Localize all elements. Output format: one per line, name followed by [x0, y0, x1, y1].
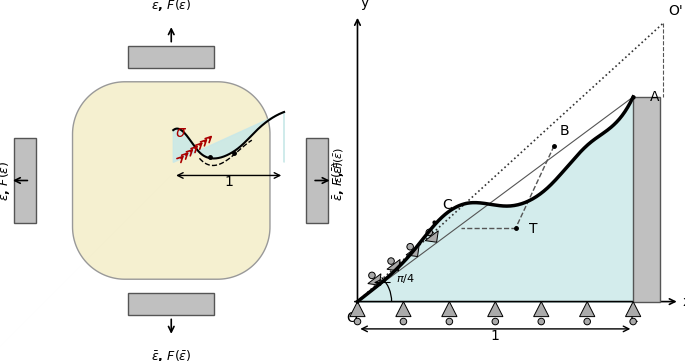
Text: $\bar{\varepsilon}$, $F(\bar{\varepsilon})$: $\bar{\varepsilon}$, $F(\bar{\varepsilon…: [333, 147, 347, 183]
Text: $\bar{\varepsilon}$, $F(\bar{\varepsilon})$: $\bar{\varepsilon}$, $F(\bar{\varepsilon…: [0, 160, 12, 201]
Text: O': O': [669, 4, 684, 18]
FancyBboxPatch shape: [129, 45, 214, 68]
Polygon shape: [350, 301, 365, 317]
Circle shape: [584, 318, 590, 325]
Text: L: L: [630, 311, 637, 325]
Text: $\bar{\varepsilon}$, $F(\bar{\varepsilon})$: $\bar{\varepsilon}$, $F(\bar{\varepsilon…: [151, 0, 192, 13]
Text: 1: 1: [491, 329, 500, 343]
Text: $\pi/4$: $\pi/4$: [396, 272, 414, 285]
Text: T: T: [530, 222, 538, 236]
Text: A: A: [649, 90, 659, 104]
Text: B: B: [560, 124, 569, 138]
FancyBboxPatch shape: [306, 138, 328, 223]
Circle shape: [426, 229, 432, 236]
Text: y: y: [360, 0, 369, 9]
Polygon shape: [625, 301, 640, 317]
Polygon shape: [488, 301, 503, 317]
Polygon shape: [368, 274, 381, 285]
Circle shape: [630, 318, 636, 325]
Text: $\bar{\varepsilon}$, $F(\bar{\varepsilon})$: $\bar{\varepsilon}$, $F(\bar{\varepsilon…: [151, 348, 192, 361]
Polygon shape: [534, 301, 549, 317]
Text: x: x: [682, 295, 685, 309]
Text: O: O: [347, 311, 358, 325]
Text: $\sigma$: $\sigma$: [175, 125, 187, 140]
Circle shape: [492, 318, 499, 325]
Polygon shape: [406, 245, 419, 257]
FancyBboxPatch shape: [129, 293, 214, 316]
Polygon shape: [580, 301, 595, 317]
Circle shape: [400, 318, 407, 325]
Polygon shape: [425, 231, 438, 242]
Polygon shape: [442, 301, 457, 317]
Polygon shape: [387, 260, 400, 271]
Text: C: C: [442, 198, 452, 212]
Circle shape: [369, 272, 375, 279]
FancyBboxPatch shape: [633, 97, 660, 301]
Polygon shape: [396, 301, 411, 317]
Circle shape: [354, 318, 361, 325]
Circle shape: [407, 243, 414, 250]
Circle shape: [538, 318, 545, 325]
FancyBboxPatch shape: [14, 138, 36, 223]
Circle shape: [388, 258, 395, 264]
Text: 1: 1: [224, 174, 233, 188]
Polygon shape: [173, 112, 284, 162]
Circle shape: [446, 318, 453, 325]
Polygon shape: [73, 82, 270, 279]
Text: $\bar{\varepsilon}$, $F(\bar{\varepsilon})$: $\bar{\varepsilon}$, $F(\bar{\varepsilon…: [330, 160, 347, 201]
